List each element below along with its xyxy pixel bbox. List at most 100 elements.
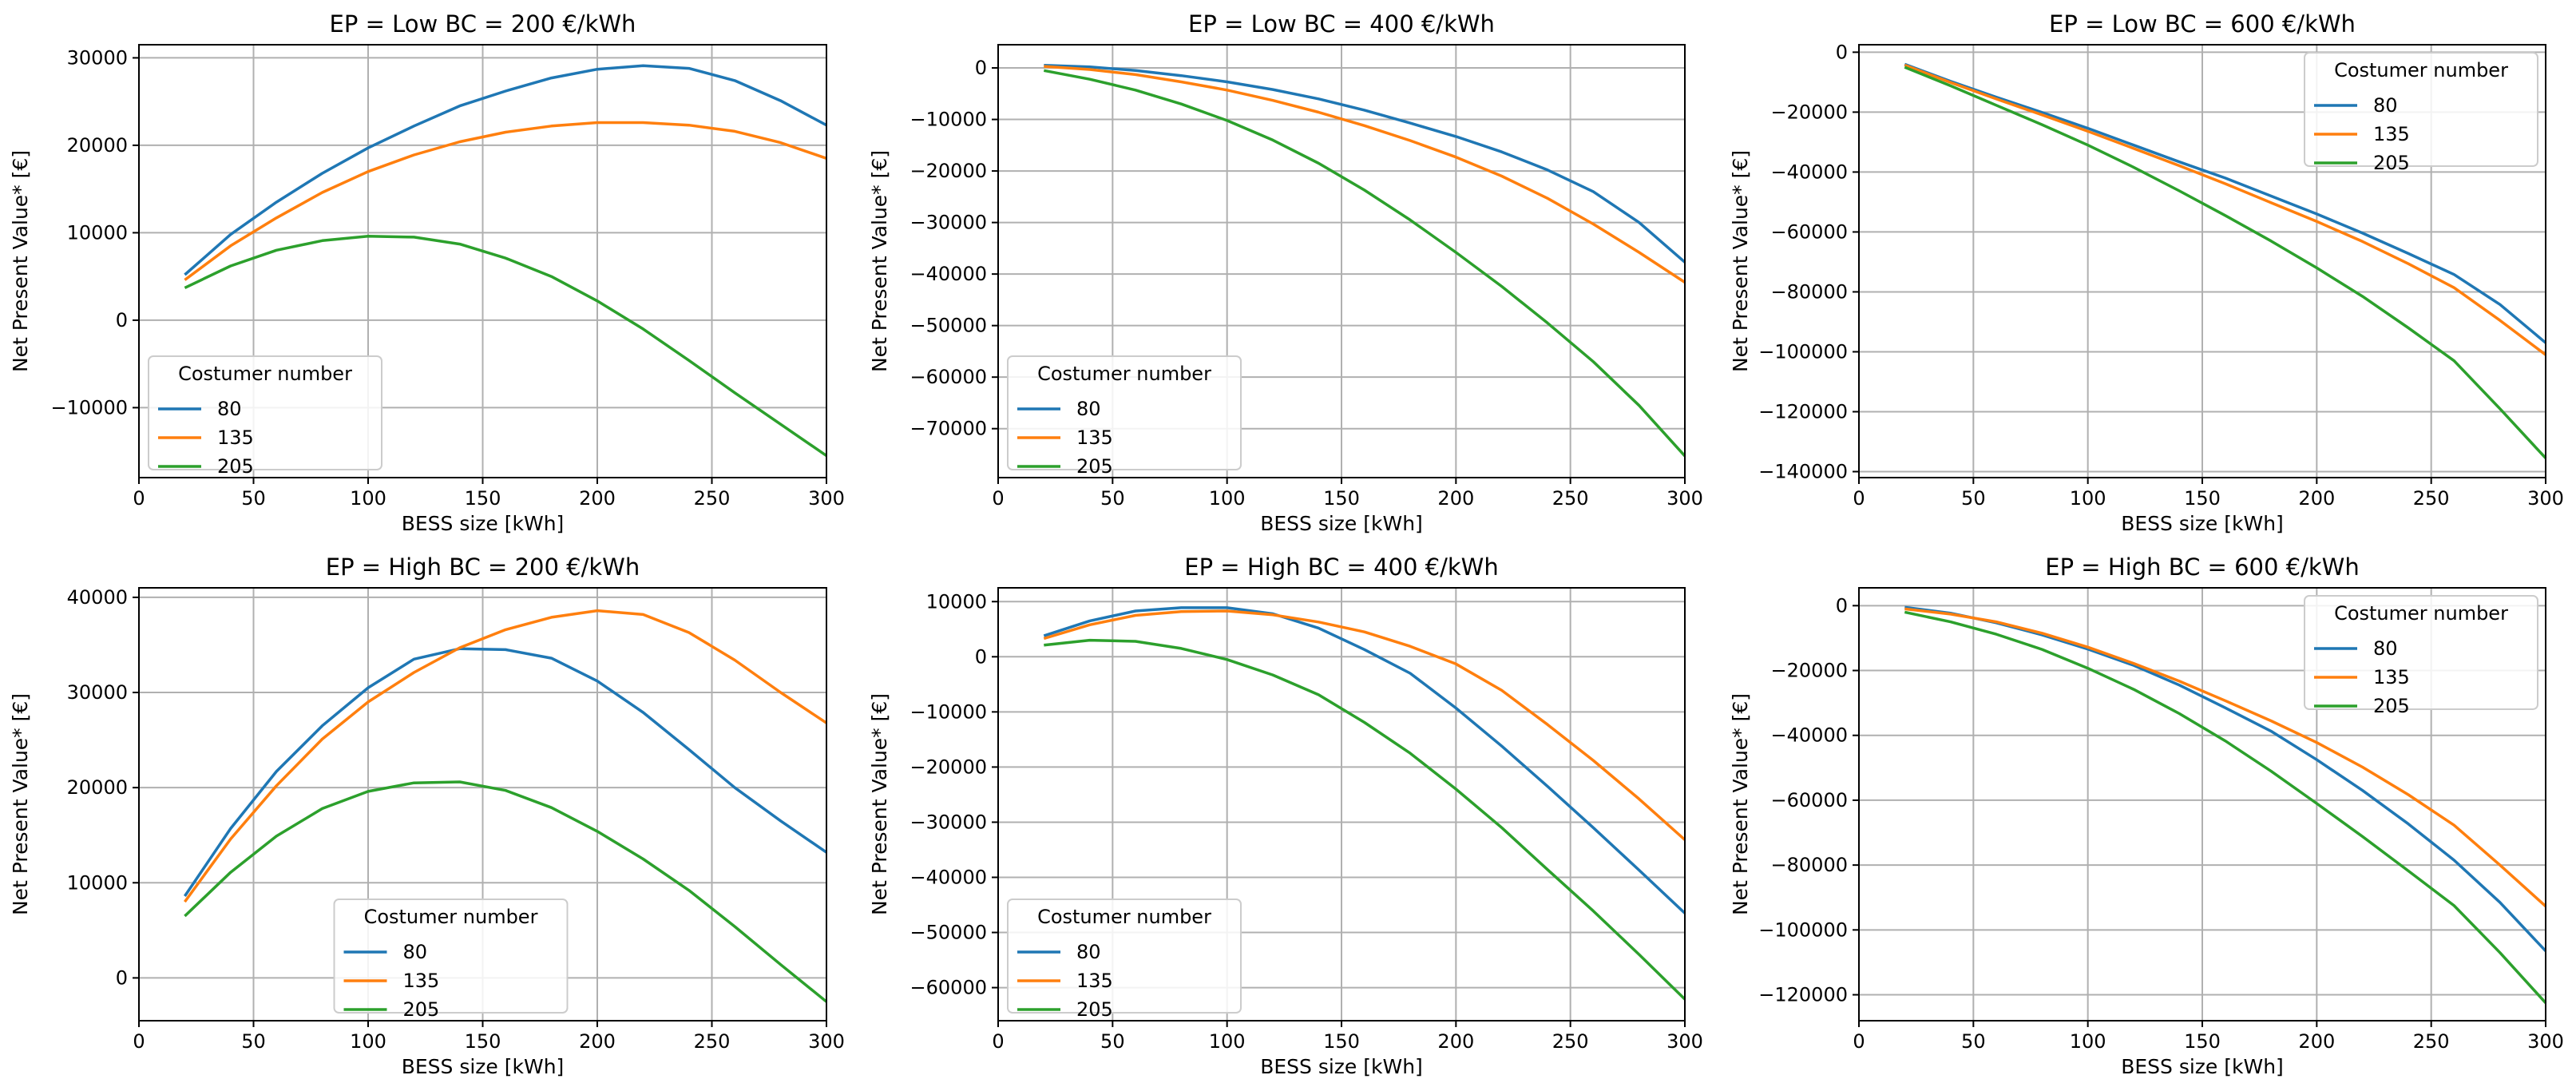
- x-tick-label: 100: [350, 487, 386, 510]
- x-tick-label: 50: [241, 1030, 266, 1053]
- legend-title: Costumer number: [2334, 59, 2508, 81]
- x-tick-label: 50: [241, 487, 266, 510]
- x-axis-label: BESS size [kWh]: [2121, 512, 2284, 535]
- y-tick-label: −60000: [1771, 789, 1848, 811]
- legend-entry-80: 80: [2373, 637, 2398, 660]
- series-line-205: [184, 235, 827, 458]
- x-axis-label: BESS size [kWh]: [402, 512, 565, 535]
- x-tick-label: 150: [465, 1030, 501, 1053]
- x-tick-label: 250: [2413, 1030, 2450, 1053]
- y-tick-label: 30000: [67, 46, 128, 69]
- chart-panel-1: 0 50 100 150 200 250 300 −10000 0 10000 20000 30000…: [9, 10, 845, 535]
- x-tick-label: 150: [1323, 1030, 1360, 1053]
- x-tick-label: 200: [1437, 1030, 1474, 1053]
- x-tick-label: 300: [1666, 487, 1703, 510]
- legend-entry-135: 135: [217, 426, 254, 449]
- legend-entry-205: 205: [1076, 455, 1113, 478]
- x-tick-label: 250: [1552, 1030, 1589, 1053]
- y-tick-label: −100000: [1758, 918, 1848, 941]
- x-tick-label: 250: [694, 1030, 731, 1053]
- legend-entry-80: 80: [217, 398, 242, 420]
- legend-entry-135: 135: [2373, 666, 2410, 688]
- legend-entry-80: 80: [1076, 941, 1101, 963]
- y-tick-label: −80000: [1771, 280, 1848, 303]
- legend-title: Costumer number: [364, 906, 538, 928]
- legend-entry-205: 205: [217, 455, 254, 478]
- y-tick-label: −50000: [910, 315, 987, 337]
- legend-entry-205: 205: [2373, 695, 2410, 717]
- series-line-205: [184, 780, 828, 1003]
- x-tick-label: 300: [2527, 1030, 2564, 1053]
- legend-entry-135: 135: [1076, 970, 1113, 992]
- x-tick-label: 0: [1853, 1030, 1865, 1053]
- series-line-80: [1904, 62, 2547, 344]
- legend-entry-205: 205: [2373, 152, 2410, 174]
- x-axis-label: BESS size [kWh]: [1260, 512, 1423, 535]
- y-tick-label: 40000: [67, 586, 128, 609]
- series-line-205: [1904, 610, 2547, 1004]
- y-tick-label: −10000: [910, 109, 987, 131]
- series-line-205: [1904, 65, 2547, 459]
- legend: Costumer number 80 135 205: [148, 355, 382, 478]
- x-tick-label: 50: [1961, 487, 1986, 510]
- y-tick-label: −30000: [910, 212, 987, 234]
- series-line-205: [1043, 69, 1686, 458]
- y-tick-label: −20000: [1771, 101, 1848, 123]
- y-tick-label: −30000: [910, 811, 987, 833]
- chart-title: EP = Low BC = 600 €/kWh: [2049, 10, 2356, 38]
- legend-box: [2304, 52, 2538, 167]
- x-tick-label: 0: [133, 1030, 145, 1053]
- legend-entry-205: 205: [1076, 998, 1113, 1021]
- x-tick-label: 150: [1323, 487, 1360, 510]
- y-axis-label: Net Present Value* [€]: [9, 693, 32, 915]
- series-line-135: [184, 121, 827, 281]
- y-tick-label: −40000: [910, 866, 987, 888]
- series-line-205: [1044, 638, 1686, 1001]
- y-tick-label: −20000: [910, 160, 987, 182]
- legend: Costumer number 80 135 205: [2304, 595, 2538, 717]
- legend: Costumer number 80 135 205: [1007, 899, 1242, 1021]
- y-tick-label: 0: [1836, 594, 1848, 617]
- legend-box: [2304, 595, 2538, 710]
- series-line-135: [1043, 609, 1686, 841]
- x-tick-label: 250: [2413, 487, 2450, 510]
- legend: Costumer number 80 135 205: [333, 899, 569, 1021]
- x-tick-label: 300: [808, 1030, 845, 1053]
- legend: Costumer number 80 135 205: [1007, 355, 1242, 478]
- y-tick-label: −60000: [910, 366, 987, 388]
- y-tick-label: −50000: [910, 922, 987, 944]
- x-tick-label: 150: [2184, 1030, 2221, 1053]
- y-axis-label: Net Present Value* [€]: [868, 150, 891, 372]
- y-tick-label: 30000: [67, 681, 128, 704]
- x-tick-label: 200: [579, 487, 616, 510]
- legend-box: [1007, 355, 1242, 470]
- x-tick-label: 100: [2070, 1030, 2106, 1053]
- y-tick-label: −20000: [1771, 660, 1848, 682]
- series-line-80: [1043, 606, 1686, 914]
- chart-title: EP = Low BC = 400 €/kWh: [1188, 10, 1495, 38]
- x-axis-label: BESS size [kWh]: [2121, 1055, 2284, 1078]
- x-tick-label: 100: [1209, 487, 1246, 510]
- x-tick-label: 150: [2184, 487, 2221, 510]
- x-tick-label: 200: [2298, 487, 2335, 510]
- y-axis-label: Net Present Value* [€]: [868, 693, 891, 915]
- legend-box: [148, 355, 382, 470]
- chart-panel-3: 0 50 100 150 200 250 300 −140000 −120000 −100000 −…: [1729, 10, 2564, 535]
- legend-title: Costumer number: [1037, 906, 1211, 928]
- series-line-80: [1044, 64, 1686, 264]
- legend-box: [333, 899, 569, 1014]
- x-tick-label: 100: [1209, 1030, 1246, 1053]
- x-tick-label: 200: [2298, 1030, 2335, 1053]
- y-tick-label: 20000: [67, 776, 128, 799]
- y-tick-label: −40000: [910, 263, 987, 285]
- y-tick-label: −10000: [910, 700, 987, 723]
- x-tick-label: 50: [1100, 1030, 1125, 1053]
- y-tick-label: −20000: [910, 756, 987, 778]
- x-tick-label: 300: [808, 487, 845, 510]
- y-tick-label: −140000: [1758, 460, 1848, 482]
- y-axis-label: Net Present Value* [€]: [1729, 150, 1752, 372]
- legend-entry-80: 80: [2373, 94, 2398, 117]
- x-tick-label: 50: [1961, 1030, 1986, 1053]
- x-tick-label: 100: [2070, 487, 2106, 510]
- chart-title: EP = High BC = 400 €/kWh: [1184, 553, 1498, 581]
